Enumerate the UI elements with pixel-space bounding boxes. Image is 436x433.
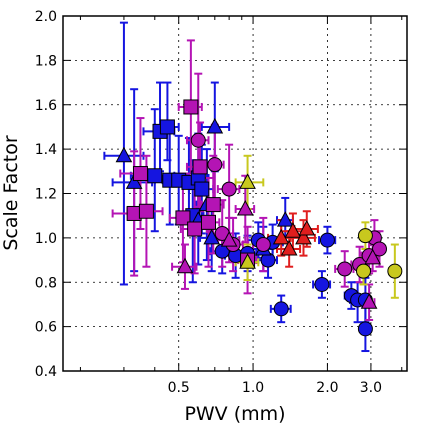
x-axis-label: PWV (mm) <box>184 403 285 425</box>
triangle-marker <box>115 146 133 163</box>
triangle-marker <box>203 228 221 245</box>
x-tick-label: 1.0 <box>242 380 264 396</box>
circle-marker <box>371 241 387 257</box>
triangle-marker <box>176 257 194 274</box>
square-marker <box>138 203 154 219</box>
square-marker <box>200 214 216 230</box>
circle-marker <box>357 321 373 337</box>
square-marker <box>175 210 191 226</box>
circle-marker <box>357 228 373 244</box>
triangle-marker <box>364 248 382 265</box>
triangle-marker <box>239 173 256 189</box>
y-tick-label: 1.8 <box>35 53 57 69</box>
x-tick-label: 0.5 <box>168 380 190 396</box>
triangle-marker <box>220 231 238 247</box>
circle-marker <box>190 132 206 148</box>
circle-marker <box>255 237 271 253</box>
triangle-marker <box>280 239 298 256</box>
y-tick-label: 1.4 <box>35 142 57 158</box>
x-tick-label: 3.0 <box>360 380 382 396</box>
circle-marker <box>337 261 353 277</box>
circle-marker <box>319 232 335 248</box>
square-marker <box>132 166 148 182</box>
y-tick-label: 1.2 <box>35 187 57 203</box>
triangle-marker <box>239 253 256 269</box>
y-tick-label: 1.6 <box>35 98 57 114</box>
square-marker <box>147 168 163 184</box>
square-marker <box>205 197 221 213</box>
circle-marker <box>207 157 223 173</box>
triangle-marker <box>360 293 378 309</box>
triangle-marker <box>298 219 316 236</box>
x-tick-label: 2.0 <box>316 380 338 396</box>
y-tick-label: 1.0 <box>35 231 57 247</box>
circle-marker <box>273 301 289 317</box>
grid-lines <box>63 16 407 371</box>
triangle-marker <box>125 173 143 189</box>
square-marker <box>183 99 199 115</box>
square-marker <box>187 221 203 237</box>
triangle-marker <box>206 117 224 134</box>
circle-marker <box>314 276 330 292</box>
triangle-marker <box>272 228 290 245</box>
y-tick-label: 0.6 <box>35 320 57 336</box>
y-tick-label: 0.8 <box>35 275 57 291</box>
y-tick-label: 2.0 <box>35 9 57 25</box>
circle-marker <box>387 263 403 279</box>
data-points <box>103 21 403 353</box>
y-tick-label: 0.4 <box>35 364 57 380</box>
y-axis-label: Scale Factor <box>0 135 22 251</box>
axis-ticks: 0.5 1.0 2.0 3.0 0.4 0.6 0.8 1.0 1.2 1.4 1.6 1.8 2.0 <box>35 9 407 396</box>
triangle-marker <box>284 222 302 238</box>
circle-marker <box>221 181 237 197</box>
square-marker <box>194 181 210 197</box>
triangle-marker <box>295 228 312 245</box>
triangle-marker <box>236 199 254 216</box>
markers <box>115 99 403 337</box>
circle-marker <box>356 263 372 279</box>
triangle-marker <box>276 211 294 227</box>
square-marker <box>192 159 208 175</box>
square-marker <box>159 119 175 135</box>
